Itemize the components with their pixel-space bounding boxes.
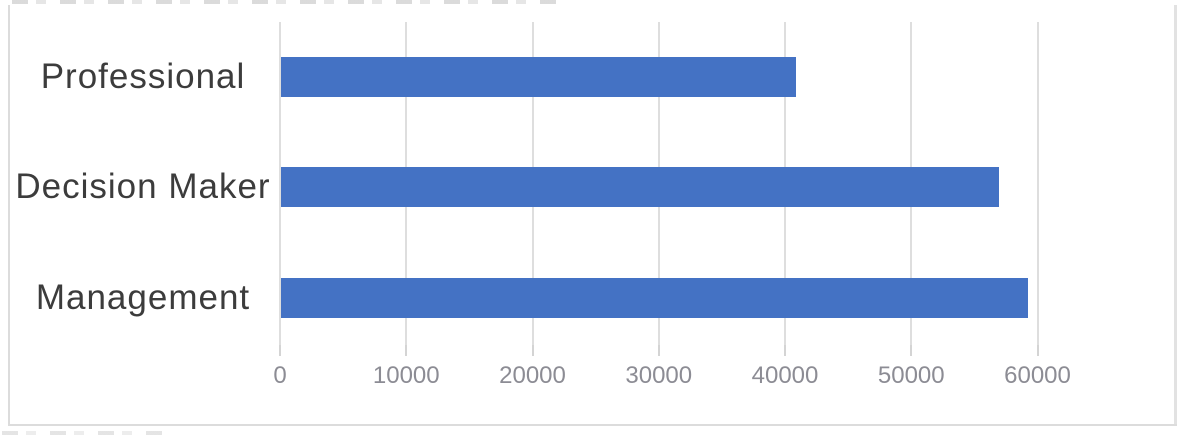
tick-mark-0 xyxy=(279,345,281,356)
tick-mark-50000 xyxy=(910,345,913,356)
x-tick-label-40000: 40000 xyxy=(751,362,819,389)
x-tick-label-60000: 60000 xyxy=(1004,362,1071,389)
cropped-text-remnant-top xyxy=(12,0,560,4)
x-tick-label-10000: 10000 xyxy=(372,362,440,389)
cropped-text-remnant-bottom-left xyxy=(2,431,170,435)
bar-professional xyxy=(281,57,797,97)
x-tick-label-20000: 20000 xyxy=(499,362,566,389)
category-label-management: Management xyxy=(35,278,251,317)
tick-mark-40000 xyxy=(784,345,786,356)
category-label-professional: Professional xyxy=(40,57,246,96)
gridline-60000 xyxy=(1036,22,1039,345)
x-tick-label-50000: 50000 xyxy=(877,362,945,389)
frame-border-bottom xyxy=(8,424,1177,426)
tick-mark-20000 xyxy=(531,345,534,356)
gridline-0 xyxy=(279,22,281,345)
x-tick-label-30000: 30000 xyxy=(625,362,693,389)
frame-border-right xyxy=(1174,5,1177,426)
tick-mark-60000 xyxy=(1036,345,1039,356)
bar-decision-maker xyxy=(281,167,1000,207)
category-label-decision-maker: Decision Maker xyxy=(15,167,271,206)
x-tick-label-0: 0 xyxy=(273,362,287,389)
tick-mark-10000 xyxy=(405,345,408,356)
tick-mark-30000 xyxy=(657,345,660,356)
frame-border-left xyxy=(8,5,10,426)
bar-management xyxy=(281,278,1029,318)
